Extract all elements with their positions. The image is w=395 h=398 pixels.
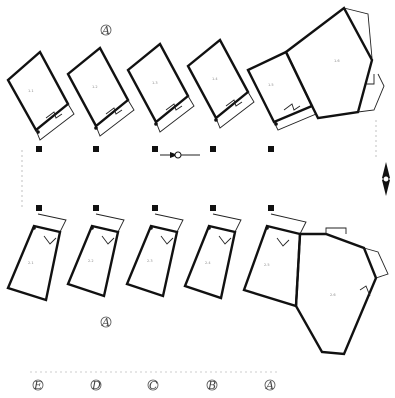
lower-plan: 2.1 2.2 2.3 2.4 2.5 bbox=[6, 205, 389, 356]
grid-label-a: A bbox=[265, 379, 274, 392]
svg-text:A: A bbox=[101, 316, 110, 329]
column-marker bbox=[268, 146, 274, 152]
column-marker bbox=[93, 205, 99, 211]
grid-label-b: B bbox=[207, 379, 216, 392]
lower-unit-2: 2.2 bbox=[66, 213, 125, 298]
column-marker bbox=[36, 146, 42, 152]
svg-text:1.5: 1.5 bbox=[268, 83, 274, 87]
column-marker bbox=[152, 146, 158, 152]
svg-text:2.1: 2.1 bbox=[28, 261, 34, 265]
upper-unit-4: 1.4 bbox=[186, 38, 255, 129]
lower-unit-1: 2.1 bbox=[6, 213, 67, 302]
svg-text:2.6: 2.6 bbox=[330, 293, 336, 297]
upper-unit-1: 1.1 bbox=[6, 50, 75, 141]
svg-text:1.3: 1.3 bbox=[152, 81, 158, 85]
grid-label-bottom-a: A bbox=[100, 316, 112, 329]
upper-end-unit: 1.6 bbox=[284, 6, 385, 120]
grid-label-top-a: A bbox=[100, 24, 112, 37]
column-marker bbox=[210, 205, 216, 211]
upper-unit-3: 1.3 bbox=[126, 42, 195, 133]
upper-unit-2: 1.2 bbox=[66, 46, 135, 137]
lower-unit-4: 2.4 bbox=[183, 213, 242, 300]
svg-text:2.2: 2.2 bbox=[88, 259, 94, 263]
svg-text:1.6: 1.6 bbox=[334, 59, 340, 63]
lower-end-unit: 2.6 bbox=[294, 227, 389, 356]
column-marker bbox=[268, 205, 274, 211]
upper-plan: 1.1 1.2 1.3 1.4 1.5 bbox=[6, 6, 385, 152]
svg-text:A: A bbox=[101, 24, 110, 37]
grid-axis-labels: E D C B A bbox=[30, 371, 280, 392]
column-marker bbox=[152, 205, 158, 211]
svg-text:1.1: 1.1 bbox=[28, 89, 34, 93]
column-marker bbox=[93, 146, 99, 152]
column-marker bbox=[36, 205, 42, 211]
lower-unit-3: 2.3 bbox=[125, 213, 184, 298]
grid-label-d: D bbox=[91, 379, 101, 392]
svg-text:1.4: 1.4 bbox=[212, 77, 218, 81]
svg-text:2.4: 2.4 bbox=[205, 261, 211, 265]
grid-label-c: C bbox=[149, 379, 158, 392]
svg-text:2.3: 2.3 bbox=[147, 259, 153, 263]
dimension-lines bbox=[21, 120, 377, 210]
svg-text:1.2: 1.2 bbox=[92, 85, 98, 89]
grid-label-e: E bbox=[33, 379, 42, 392]
svg-text:2.5: 2.5 bbox=[264, 263, 270, 267]
north-arrow-icon bbox=[382, 162, 390, 196]
section-marker-icon bbox=[160, 151, 200, 159]
column-marker bbox=[210, 146, 216, 152]
